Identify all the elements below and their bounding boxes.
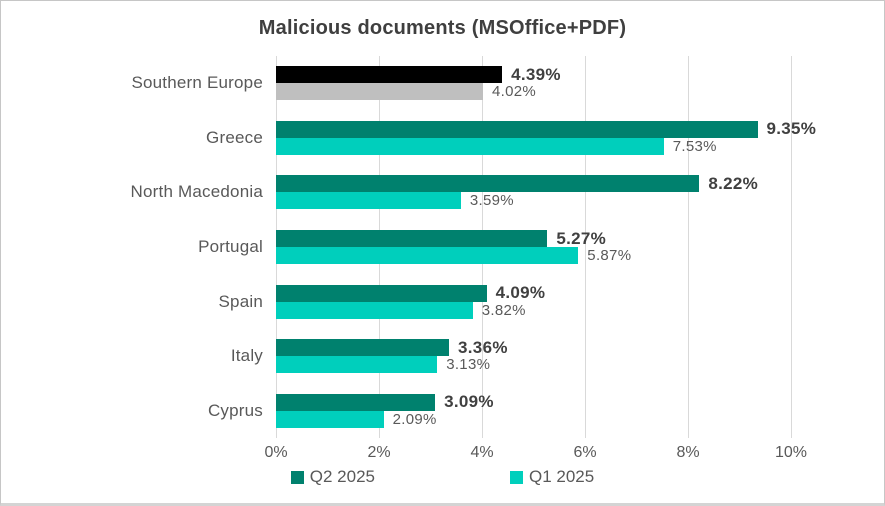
bar-q1-2025 — [276, 192, 461, 210]
category-label: Portugal — [198, 237, 263, 257]
chart-title: Malicious documents (MSOffice+PDF) — [258, 17, 627, 39]
bar-line: 4.02% — [276, 83, 884, 101]
bar-group: 3.36% 3.13% — [276, 337, 884, 374]
legend-label: Q1 2025 — [529, 467, 595, 486]
value-label: 3.36% — [458, 337, 508, 357]
value-label: 4.02% — [492, 83, 537, 101]
chart-row: Spain 4.09% 3.82% — [1, 274, 884, 329]
bar-line: 9.35% — [276, 119, 884, 139]
chart-row: Portugal 5.27% 5.87% — [1, 220, 884, 275]
bar-group: 4.09% 3.82% — [276, 283, 884, 319]
bar-q2-2025 — [276, 120, 758, 138]
bar-line: 5.87% — [276, 247, 884, 265]
x-tick-label: 10% — [774, 444, 808, 461]
category-label: Cyprus — [207, 400, 263, 420]
bar-line: 3.36% — [276, 337, 884, 357]
chart-row: Italy 3.36% 3.13% — [1, 329, 884, 384]
bar-rows: Southern Europe 4.39% 4.02% Greece 9.35% 7.53… — [1, 56, 884, 438]
bar-line: 4.09% — [276, 283, 884, 303]
chart-row: Cyprus 3.09% 2.09% — [1, 383, 884, 438]
category-label: North Macedonia — [130, 182, 263, 202]
bar-q1-2025 — [276, 83, 484, 101]
bar-line: 3.59% — [276, 192, 884, 210]
bar-q1-2025 — [276, 137, 664, 155]
value-label: 7.53% — [672, 137, 717, 155]
x-tick-label: 4% — [470, 444, 494, 461]
gridline — [791, 56, 792, 438]
legend: Q2 2025 Q1 2025 — [1, 467, 884, 487]
x-tick-label: 8% — [676, 444, 700, 461]
legend-swatch-icon — [290, 470, 304, 484]
bar-group: 4.39% 4.02% — [276, 64, 884, 101]
bar-q1-2025 — [276, 410, 384, 428]
value-label: 5.27% — [556, 228, 607, 248]
category-label: Greece — [206, 127, 263, 147]
value-label: 4.39% — [511, 64, 561, 84]
value-label: 2.09% — [392, 410, 437, 428]
bar-line: 4.39% — [276, 64, 884, 84]
bar-line: 3.13% — [276, 356, 884, 374]
x-tick-label: 6% — [573, 444, 597, 461]
x-tick-label: 0% — [264, 444, 288, 461]
category-label: Spain — [218, 291, 263, 311]
value-label: 9.35% — [766, 119, 817, 139]
bar-q2-2025 — [276, 230, 548, 248]
value-label: 4.09% — [495, 283, 546, 303]
legend-item: Q1 2025 — [510, 467, 594, 487]
value-label: 8.22% — [708, 173, 759, 193]
bar-q2-2025 — [276, 393, 436, 411]
bar-group: 9.35% 7.53% — [276, 119, 884, 155]
category-label: Italy — [230, 346, 263, 366]
bar-line: 8.22% — [276, 173, 884, 193]
value-label: 3.09% — [444, 392, 494, 412]
legend-label: Q2 2025 — [309, 467, 375, 486]
bar-group: 3.09% 2.09% — [276, 392, 884, 428]
bar-q2-2025 — [276, 175, 700, 193]
bar-q1-2025 — [276, 356, 438, 374]
chart-row: North Macedonia 8.22% 3.59% — [1, 165, 884, 220]
bar-q2-2025 — [276, 66, 503, 84]
bar-group: 5.27% 5.87% — [276, 228, 884, 265]
x-axis: 0% 2% 4% 6% 8% 10% — [264, 444, 807, 466]
bar-line: 7.53% — [276, 137, 884, 155]
bar-line: 5.27% — [276, 228, 884, 248]
value-label: 3.82% — [481, 301, 526, 319]
value-label: 3.59% — [469, 192, 514, 210]
value-label: 3.13% — [446, 356, 491, 374]
category-label: Southern Europe — [131, 73, 263, 93]
bar-line: 2.09% — [276, 410, 884, 428]
gridline — [688, 56, 689, 438]
bar-line: 3.82% — [276, 301, 884, 319]
bar-q1-2025 — [276, 301, 473, 319]
legend-swatch-icon — [510, 470, 523, 484]
bar-group: 8.22% 3.59% — [276, 173, 884, 210]
bar-q2-2025 — [276, 339, 450, 357]
legend-item: Q2 2025 — [290, 467, 375, 487]
x-tick-label: 2% — [367, 444, 391, 461]
chart-row: Greece 9.35% 7.53% — [1, 111, 884, 166]
bar-q2-2025 — [276, 284, 487, 302]
gridline — [585, 56, 586, 438]
plot-area: Southern Europe 4.39% 4.02% Greece 9.35% 7.53… — [1, 56, 884, 438]
chart-row: Southern Europe 4.39% 4.02% — [1, 56, 884, 111]
bar-q1-2025 — [276, 247, 579, 265]
bar-line: 3.09% — [276, 392, 884, 412]
value-label: 5.87% — [587, 247, 632, 265]
